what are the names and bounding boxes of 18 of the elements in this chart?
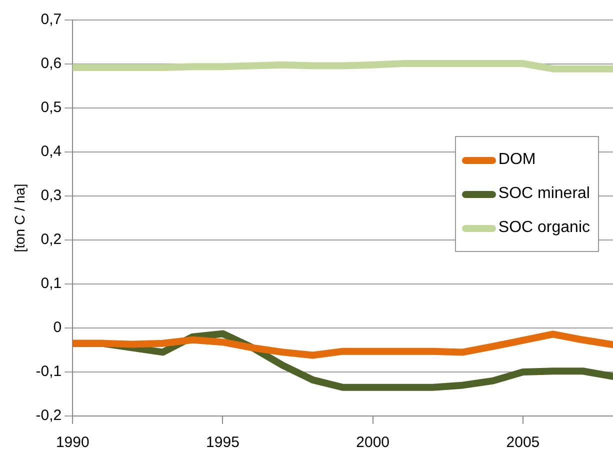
legend-label: SOC mineral [498, 184, 590, 204]
y-tick-label: 0,7 [40, 11, 62, 28]
y-tick-label: -0,1 [36, 363, 62, 380]
y-tick-label: 0,2 [40, 231, 62, 248]
x-tick-label: 2000 [356, 434, 390, 452]
x-tick-label: 2005 [506, 434, 540, 452]
x-tick-label: 1990 [56, 434, 90, 452]
legend-label: DOM [498, 150, 536, 170]
y-tick-label: 0,4 [40, 143, 62, 160]
legend-label: SOC organic [498, 218, 590, 238]
y-tick-label: 0,3 [40, 187, 62, 204]
y-tick-label: 0,6 [40, 55, 62, 72]
y-axis-title: [ton C / ha] [11, 184, 28, 252]
x-tick-label: 1995 [206, 434, 240, 452]
y-tick-label: 0,5 [40, 99, 62, 116]
y-tick-label: 0 [53, 319, 62, 336]
y-tick-label: -0,2 [36, 407, 62, 424]
y-tick-label: 0,1 [40, 275, 62, 292]
